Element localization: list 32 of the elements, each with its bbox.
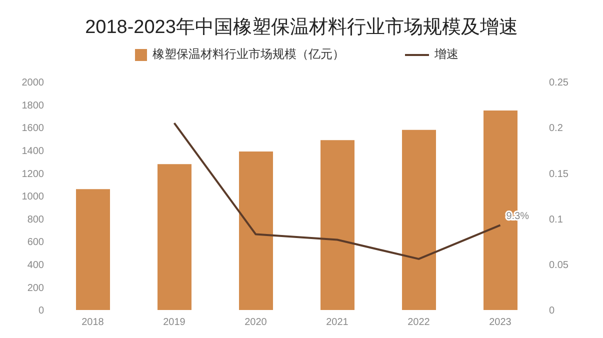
y-tick-label: 1800 <box>22 100 44 112</box>
y2-tick-label: 0.25 <box>549 78 569 89</box>
y-tick-label: 1400 <box>22 146 44 157</box>
x-tick-label: 2023 <box>489 317 512 328</box>
bar <box>239 152 273 310</box>
y-tick-label: 2000 <box>22 78 44 89</box>
chart-title: 2018-2023年中国橡塑保温材料行业市场规模及增速 <box>84 16 519 40</box>
y-tick-label: 0 <box>38 306 44 317</box>
x-tick-label: 2022 <box>408 317 430 328</box>
y-tick-label: 1000 <box>22 192 44 203</box>
legend-label: 橡塑保温材料行业市场规模（亿元） <box>152 46 344 63</box>
y-tick-label: 600 <box>27 237 44 248</box>
y-tick-label: 1200 <box>22 168 44 180</box>
bar <box>402 130 436 310</box>
y-tick-label: 1600 <box>22 123 44 134</box>
line-series <box>173 122 502 260</box>
x-tick-label: 2018 <box>82 317 104 328</box>
bar <box>158 164 192 310</box>
y-tick-label: 800 <box>27 214 44 226</box>
x-tick-label: 2021 <box>326 317 349 328</box>
y-tick-label: 400 <box>27 260 44 271</box>
x-tick-label: 2020 <box>244 317 268 328</box>
x-tick-label: 2019 <box>163 317 186 328</box>
y2-tick-label: 0.05 <box>549 260 569 271</box>
y2-tick-label: 0.2 <box>549 123 564 134</box>
y2-tick-label: 0 <box>549 306 555 317</box>
bar <box>320 140 354 310</box>
y2-tick-label: 0.1 <box>549 214 564 226</box>
y-tick-label: 200 <box>27 282 44 294</box>
y2-tick-label: 0.15 <box>549 168 569 180</box>
legend-label: 增速 <box>434 46 458 63</box>
bar <box>76 189 110 310</box>
